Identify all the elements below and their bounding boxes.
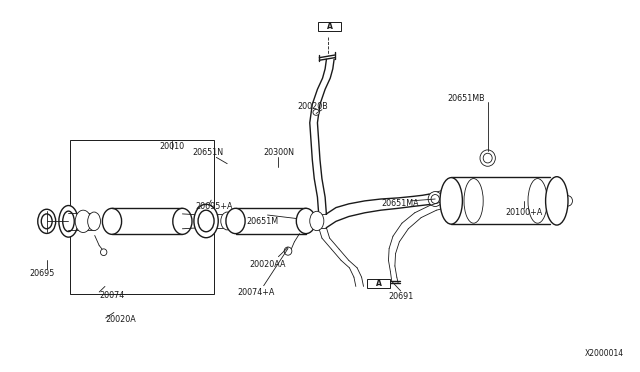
Ellipse shape <box>102 208 122 234</box>
Ellipse shape <box>483 153 492 163</box>
Ellipse shape <box>528 179 547 223</box>
Bar <box>70 140 214 294</box>
Ellipse shape <box>284 247 292 255</box>
Ellipse shape <box>76 210 92 232</box>
Ellipse shape <box>63 211 74 231</box>
Text: 20651MB: 20651MB <box>447 94 484 103</box>
Text: 20695: 20695 <box>29 269 54 278</box>
Text: X2000014: X2000014 <box>585 349 624 358</box>
Ellipse shape <box>464 179 483 223</box>
Text: 20651M: 20651M <box>246 217 278 226</box>
Ellipse shape <box>563 196 573 206</box>
Text: 20691: 20691 <box>388 292 413 301</box>
Ellipse shape <box>431 195 440 203</box>
Bar <box>318 22 341 32</box>
Ellipse shape <box>198 210 214 232</box>
Text: 20020A: 20020A <box>105 315 136 324</box>
Text: 20074+A: 20074+A <box>237 288 275 296</box>
Ellipse shape <box>313 109 319 115</box>
Ellipse shape <box>100 249 107 256</box>
Ellipse shape <box>310 211 324 231</box>
Text: 20651MA: 20651MA <box>381 199 419 208</box>
Ellipse shape <box>59 205 78 237</box>
Ellipse shape <box>296 208 316 234</box>
Text: 20020B: 20020B <box>297 102 328 110</box>
Text: 20100+A: 20100+A <box>505 208 542 217</box>
Ellipse shape <box>173 208 192 234</box>
Ellipse shape <box>194 204 218 238</box>
Ellipse shape <box>428 192 442 206</box>
Ellipse shape <box>545 177 568 225</box>
Text: A: A <box>376 279 382 288</box>
Text: 20010: 20010 <box>159 142 184 151</box>
Ellipse shape <box>221 212 234 230</box>
Ellipse shape <box>440 177 462 224</box>
Bar <box>367 279 390 288</box>
Ellipse shape <box>480 150 495 166</box>
Ellipse shape <box>41 214 52 229</box>
Ellipse shape <box>38 209 56 234</box>
Ellipse shape <box>88 212 100 231</box>
Text: 20300N: 20300N <box>263 148 294 157</box>
Ellipse shape <box>226 208 245 234</box>
Text: 20020AA: 20020AA <box>249 260 286 269</box>
Text: 20695+A: 20695+A <box>196 202 233 211</box>
Text: A: A <box>326 22 333 31</box>
Text: 20074: 20074 <box>99 291 125 300</box>
Text: 20651N: 20651N <box>193 148 223 157</box>
